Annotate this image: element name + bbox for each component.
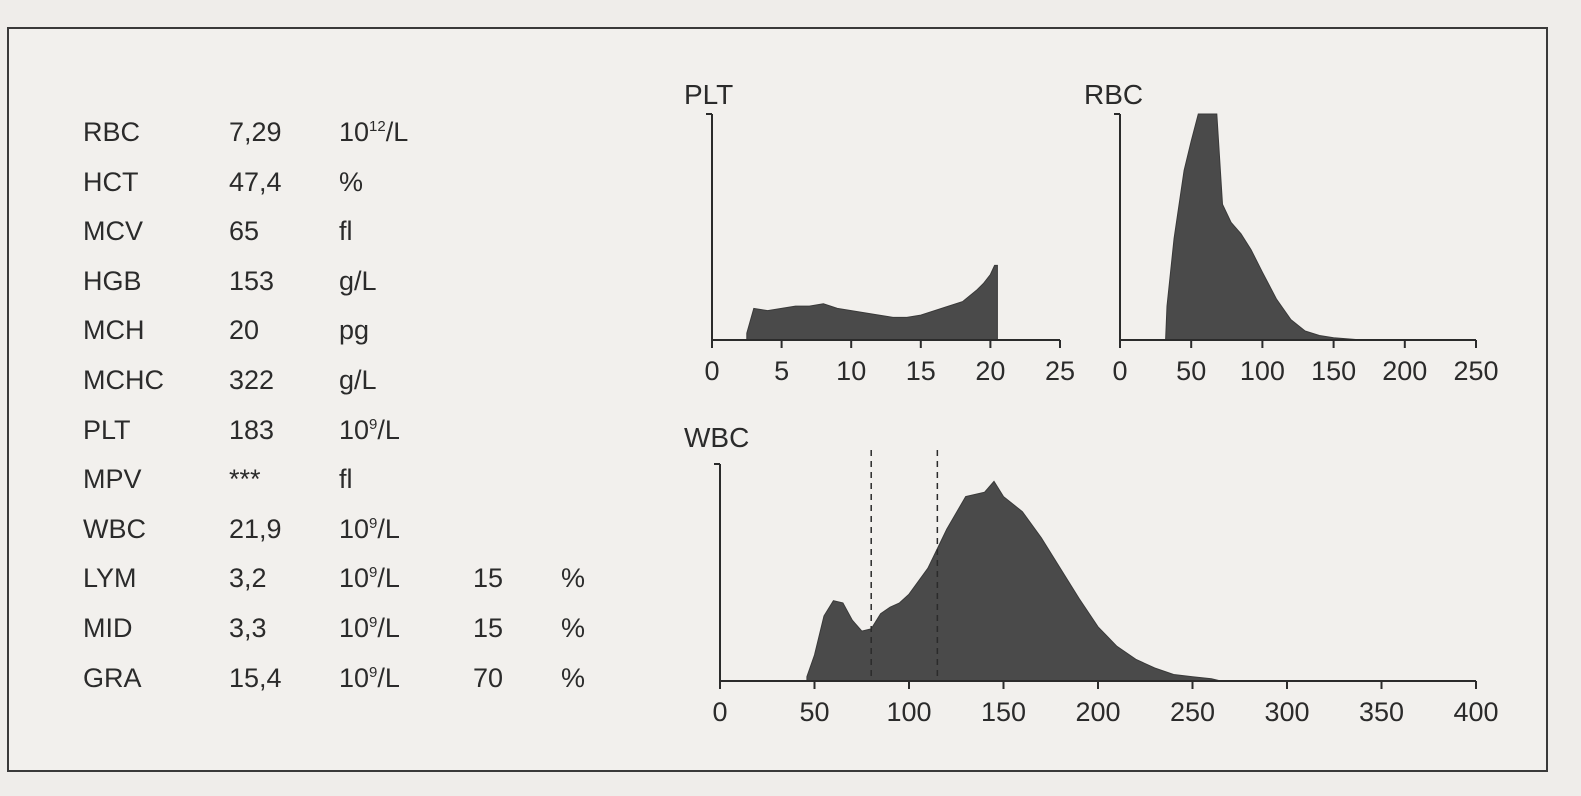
rbc-histogram-area: [1165, 113, 1363, 341]
wbc-x-tick-label: 0: [712, 697, 727, 727]
result-unit: 109/L: [339, 414, 400, 445]
wbc-x-tick-label: 100: [886, 697, 931, 727]
unit-exponent: 9: [369, 564, 378, 582]
result-unit: 1012/L: [339, 117, 409, 147]
result-percent-unit: %: [561, 613, 586, 643]
rbc-x-tick-label: 0: [1112, 356, 1127, 386]
result-value: 153: [229, 265, 275, 296]
result-unit: 109/L: [339, 563, 400, 594]
report-frame: RBC 7,29 1012/L HCT 47,4% MCV 65 fl HGB 153 g/L MCH…: [7, 27, 1548, 772]
result-value: 3,2: [229, 563, 267, 594]
result-name: PLT: [83, 414, 131, 445]
result-unit: %: [339, 166, 364, 197]
result-name: HGB: [83, 265, 142, 296]
result-name: MID: [83, 613, 133, 643]
plt-x-tick-label: 20: [975, 356, 1005, 386]
unit-exponent: 9: [369, 614, 378, 631]
rbc-histogram-title: RBC: [1084, 79, 1143, 110]
result-name: MCV: [83, 216, 143, 247]
unit-exponent: 9: [369, 415, 378, 433]
result-name: HCT: [83, 166, 139, 197]
result-unit: 109/L: [339, 662, 400, 693]
result-percent: 70: [473, 662, 504, 693]
result-value: ***: [229, 464, 261, 495]
result-name: GRA: [83, 662, 142, 693]
result-value: 322: [229, 365, 275, 395]
plt-histogram-title: PLT: [684, 79, 733, 110]
plt-histogram-area: [746, 264, 998, 341]
result-unit: fl: [339, 216, 353, 247]
result-value: 7,29: [229, 117, 282, 147]
result-unit: g/L: [339, 265, 377, 296]
result-unit: fl: [339, 464, 353, 495]
result-unit: g/L: [339, 365, 377, 395]
wbc-x-tick-label: 50: [799, 697, 829, 727]
plt-x-tick-label: 15: [906, 356, 936, 386]
result-percent-unit: %: [561, 662, 586, 693]
wbc-x-tick-label: 400: [1453, 697, 1498, 727]
wbc-histogram-title: WBC: [684, 422, 749, 453]
result-value: 183: [229, 414, 275, 445]
rbc-x-tick-label: 100: [1240, 356, 1285, 386]
plt-x-tick-label: 10: [836, 356, 866, 386]
result-value: 15,4: [229, 662, 282, 693]
wbc-x-tick-label: 250: [1170, 697, 1215, 727]
wbc-x-tick-label: 350: [1359, 697, 1404, 727]
plt-x-tick-label: 25: [1045, 356, 1075, 386]
result-percent-unit: %: [561, 563, 586, 594]
unit-exponent: 9: [369, 663, 378, 681]
rbc-x-tick-label: 150: [1311, 356, 1356, 386]
result-value: 3,3: [229, 613, 267, 643]
result-unit: pg: [339, 315, 370, 346]
unit-exponent: 9: [369, 514, 378, 532]
wbc-x-tick-label: 150: [981, 697, 1026, 727]
result-value: 20: [229, 315, 260, 346]
rbc-x-tick-label: 250: [1453, 356, 1498, 386]
rbc-x-tick-label: 50: [1176, 356, 1206, 386]
wbc-x-tick-label: 200: [1075, 697, 1120, 727]
wbc-x-tick-label: 300: [1264, 697, 1309, 727]
result-name: WBC: [83, 513, 146, 544]
result-value: 47,4: [229, 166, 282, 197]
result-percent: 15: [473, 613, 504, 643]
unit-exponent: 12: [369, 118, 386, 135]
result-name: MCHC: [83, 365, 164, 395]
result-value: 21,9: [229, 513, 282, 544]
result-name: RBC: [83, 117, 141, 147]
result-unit: 109/L: [339, 613, 400, 643]
wbc-histogram-area: [806, 480, 1221, 682]
result-name: MPV: [83, 464, 142, 495]
result-name: LYM: [83, 563, 137, 594]
result-value: 65: [229, 216, 260, 247]
result-name: MCH: [83, 315, 145, 346]
result-unit: 109/L: [339, 513, 400, 544]
result-percent: 15: [473, 563, 504, 594]
rbc-x-tick-label: 200: [1382, 356, 1427, 386]
plt-x-tick-label: 0: [704, 356, 719, 386]
plt-x-tick-label: 5: [774, 356, 789, 386]
